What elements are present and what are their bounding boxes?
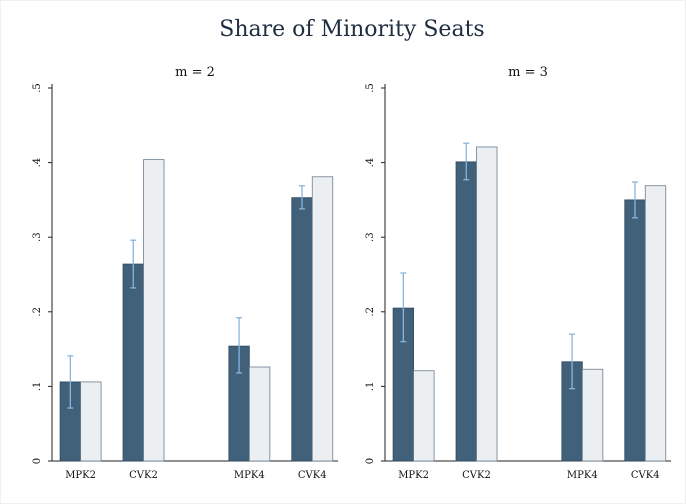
bar bbox=[143, 159, 165, 462]
x-tick-label: MPK2 bbox=[398, 470, 429, 481]
bar bbox=[413, 370, 435, 462]
y-tick-label: .3 bbox=[365, 232, 376, 242]
y-tick-label: .3 bbox=[32, 232, 43, 242]
x-tick-label: CVK2 bbox=[129, 470, 158, 481]
x-tick-label: MPK2 bbox=[65, 470, 96, 481]
x-tick-label: CVK2 bbox=[462, 470, 491, 481]
bar bbox=[476, 146, 498, 462]
bar bbox=[455, 161, 477, 462]
y-tick-label: .1 bbox=[32, 382, 43, 392]
bar bbox=[291, 197, 313, 462]
bar bbox=[311, 176, 334, 462]
bar bbox=[248, 366, 271, 462]
y-tick-label: 0 bbox=[365, 458, 376, 464]
y-tick-label: .2 bbox=[32, 307, 43, 317]
bar bbox=[122, 263, 144, 462]
y-tick-label: .5 bbox=[32, 83, 43, 93]
bar bbox=[80, 381, 102, 462]
y-tick-label: .5 bbox=[365, 83, 376, 93]
x-tick-label: CVK4 bbox=[631, 470, 660, 481]
bar bbox=[581, 368, 604, 462]
bar bbox=[644, 185, 667, 462]
y-tick-label: .2 bbox=[365, 307, 376, 317]
x-tick-label: CVK4 bbox=[298, 470, 327, 481]
chart-title: Share of Minority Seats bbox=[219, 17, 484, 42]
panel-title: m = 3 bbox=[508, 65, 548, 80]
y-tick-label: .4 bbox=[365, 158, 376, 168]
y-tick-label: .1 bbox=[365, 382, 376, 392]
panel-title: m = 2 bbox=[175, 65, 215, 80]
x-tick-label: MPK4 bbox=[567, 470, 598, 481]
x-tick-label: MPK4 bbox=[234, 470, 265, 481]
bar bbox=[624, 199, 646, 462]
y-tick-label: .4 bbox=[32, 158, 43, 168]
y-tick-label: 0 bbox=[32, 458, 43, 464]
